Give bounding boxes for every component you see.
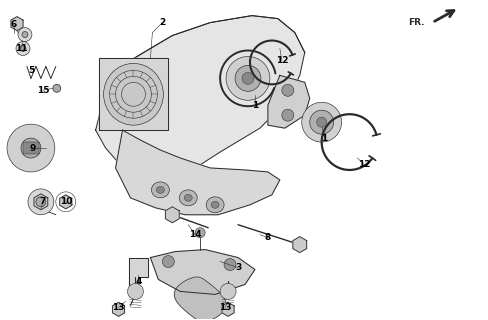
Circle shape xyxy=(53,84,61,92)
Circle shape xyxy=(21,138,41,158)
Circle shape xyxy=(224,259,236,270)
Polygon shape xyxy=(116,130,280,215)
Text: 10: 10 xyxy=(60,197,72,206)
Text: 14: 14 xyxy=(189,230,202,239)
Polygon shape xyxy=(34,194,48,210)
Text: 8: 8 xyxy=(265,233,271,242)
Circle shape xyxy=(282,109,294,121)
Circle shape xyxy=(28,189,54,215)
Circle shape xyxy=(7,124,55,172)
Circle shape xyxy=(242,72,254,84)
Ellipse shape xyxy=(156,186,164,193)
Circle shape xyxy=(20,45,26,52)
Ellipse shape xyxy=(103,63,163,125)
Text: 5: 5 xyxy=(28,66,34,75)
Polygon shape xyxy=(222,302,234,316)
Text: 13: 13 xyxy=(112,303,125,312)
Text: 1: 1 xyxy=(322,133,328,143)
Polygon shape xyxy=(99,59,168,130)
Text: 15: 15 xyxy=(37,86,49,95)
Circle shape xyxy=(36,197,46,207)
Text: 1: 1 xyxy=(252,101,258,110)
Polygon shape xyxy=(128,258,148,292)
Text: 9: 9 xyxy=(30,144,36,153)
Polygon shape xyxy=(150,250,255,294)
Text: FR.: FR. xyxy=(407,18,424,27)
Polygon shape xyxy=(23,142,39,154)
Ellipse shape xyxy=(179,190,197,206)
Polygon shape xyxy=(174,277,226,320)
Text: 6: 6 xyxy=(11,20,17,29)
Circle shape xyxy=(16,42,30,55)
Circle shape xyxy=(226,56,270,100)
Text: 13: 13 xyxy=(219,303,231,312)
Ellipse shape xyxy=(184,194,192,201)
Circle shape xyxy=(235,65,261,91)
Circle shape xyxy=(302,102,342,142)
Polygon shape xyxy=(293,237,306,252)
Polygon shape xyxy=(165,207,179,223)
Text: 4: 4 xyxy=(135,277,142,286)
Polygon shape xyxy=(60,195,72,209)
Text: 3: 3 xyxy=(235,263,241,272)
Polygon shape xyxy=(96,16,305,195)
Polygon shape xyxy=(11,17,23,31)
Polygon shape xyxy=(268,76,310,128)
Text: 11: 11 xyxy=(15,44,27,53)
Ellipse shape xyxy=(151,182,169,198)
Circle shape xyxy=(310,110,334,134)
Text: 12: 12 xyxy=(276,56,288,65)
Circle shape xyxy=(195,228,205,238)
Circle shape xyxy=(127,284,143,300)
Ellipse shape xyxy=(211,201,219,208)
Circle shape xyxy=(220,284,236,300)
Ellipse shape xyxy=(206,197,224,213)
Circle shape xyxy=(22,32,28,37)
Text: 7: 7 xyxy=(40,197,46,206)
Circle shape xyxy=(18,28,32,42)
Circle shape xyxy=(282,84,294,96)
Text: 2: 2 xyxy=(159,18,165,27)
Circle shape xyxy=(163,256,174,268)
Polygon shape xyxy=(113,302,124,316)
Text: 12: 12 xyxy=(358,160,371,170)
Circle shape xyxy=(317,117,326,127)
